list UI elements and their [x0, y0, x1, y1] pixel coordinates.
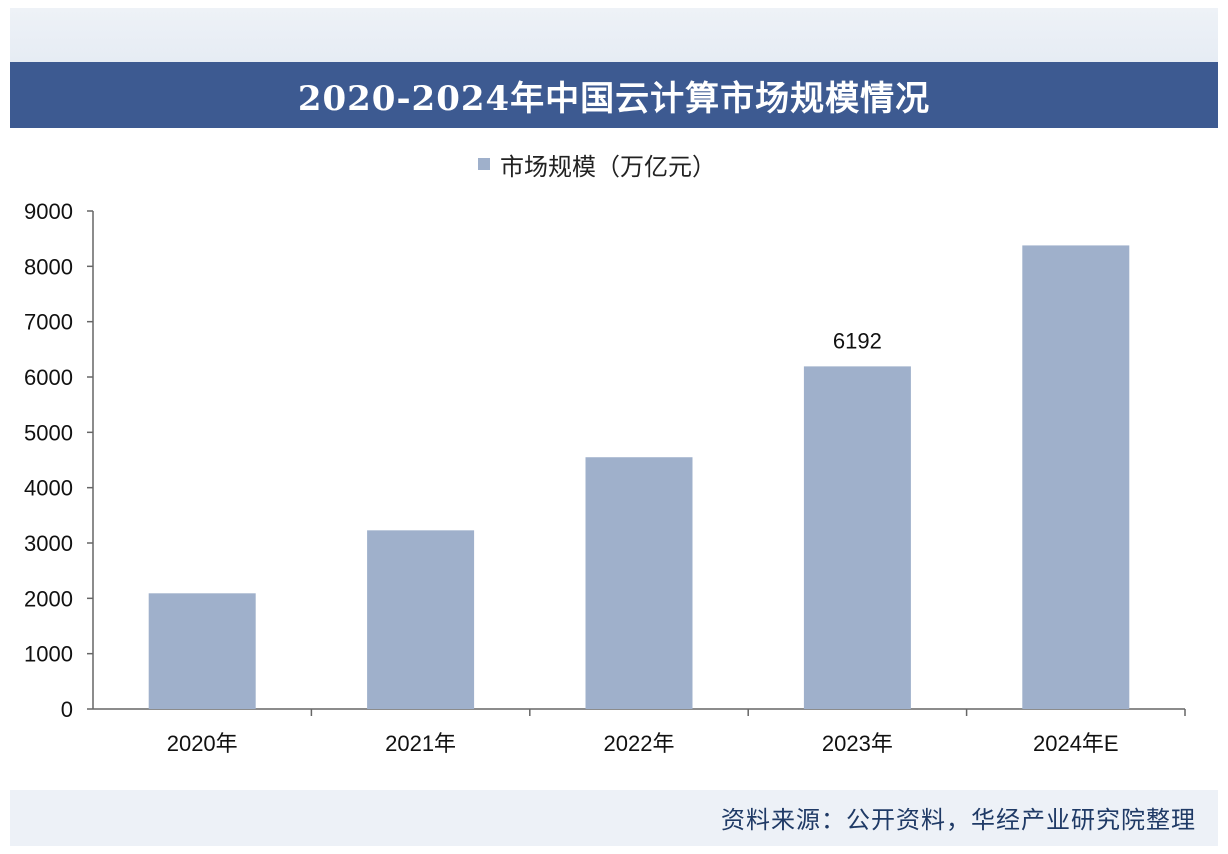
chart-title: 2020-2024年中国云计算市场规模情况	[297, 78, 931, 119]
x-tick-label: 2021年	[385, 731, 456, 756]
y-tick-label: 0	[61, 697, 73, 722]
y-tick-label: 3000	[24, 531, 73, 556]
legend-label: 市场规模（万亿元）	[500, 152, 716, 181]
y-tick-label: 9000	[24, 199, 73, 224]
y-tick-label: 7000	[24, 310, 73, 335]
bar-2020年	[148, 593, 256, 709]
y-tick-label: 5000	[24, 420, 73, 445]
y-tick-label: 6000	[24, 365, 73, 390]
x-tick-label: 2023年	[822, 731, 893, 756]
source-note: 资料来源：公开资料，华经产业研究院整理	[721, 806, 1196, 834]
y-tick-label: 2000	[24, 586, 73, 611]
bar-2022年	[585, 457, 693, 709]
title-bar: 2020-2024年中国云计算市场规模情况	[10, 62, 1218, 128]
legend-swatch	[478, 158, 490, 170]
bar-2024年E	[1022, 245, 1130, 709]
top-strip	[10, 8, 1218, 62]
y-tick-label: 4000	[24, 476, 73, 501]
bar-2021年	[367, 530, 475, 709]
y-tick-label: 8000	[24, 254, 73, 279]
bar-2023年	[803, 366, 911, 709]
data-label: 6192	[833, 328, 882, 353]
x-tick-label: 2022年	[604, 731, 675, 756]
y-tick-label: 1000	[24, 642, 73, 667]
legend: 市场规模（万亿元）	[478, 146, 716, 182]
x-tick-label: 2024年E	[1033, 731, 1119, 756]
x-tick-label: 2020年	[167, 731, 238, 756]
footer-band	[10, 790, 1218, 846]
